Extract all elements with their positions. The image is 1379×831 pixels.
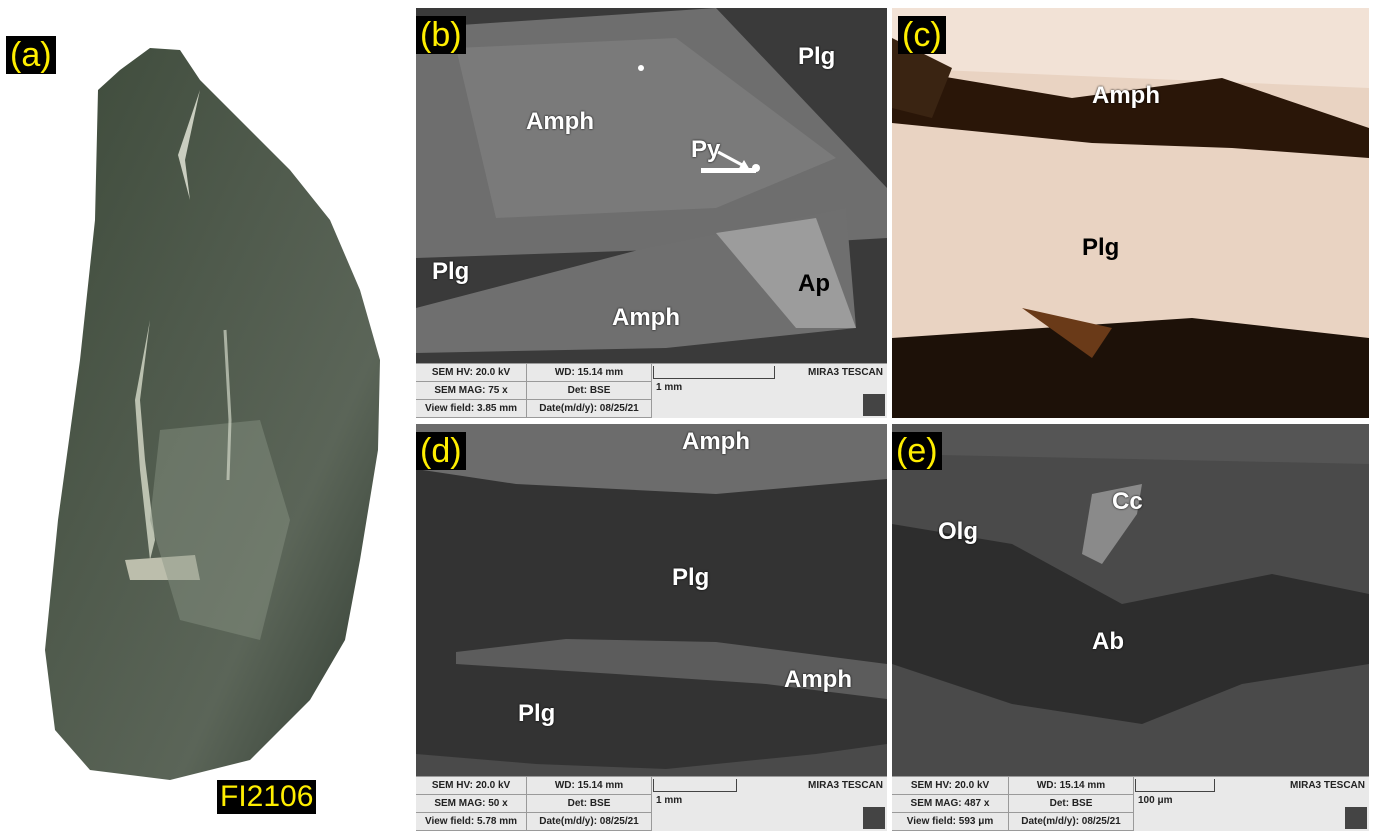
tescan-logo-icon [863, 807, 885, 829]
mineral-label-amph: Amph [1092, 82, 1160, 109]
mineral-label-plg: Plg [518, 700, 556, 727]
sem-info-bar: SEM HV: 20.0 kV WD: 15.14 mm SEM MAG: 50… [416, 776, 887, 831]
panel-b: (b) Plg Amph Py Plg Ap Amph SEM HV: 20.0… [416, 8, 887, 418]
tescan-logo-icon [863, 394, 885, 416]
panel-b-label: (b) [416, 16, 466, 54]
panel-d: (d) Amph Plg Amph Plg SEM HV: 20.0 kV WD… [416, 424, 887, 831]
sem-wd: WD: 15.14 mm [527, 364, 652, 382]
panel-c-optical-image [892, 8, 1369, 418]
panel-b-bse-image [416, 8, 887, 418]
mineral-label-plg: Plg [672, 564, 710, 591]
scale-bar-label: 1 mm [656, 382, 683, 393]
panel-a-label: (a) [6, 36, 56, 74]
scale-bar-label: 1 mm [656, 795, 683, 806]
sem-det: Det: BSE [1009, 795, 1134, 813]
sem-hv: SEM HV: 20.0 kV [416, 364, 527, 382]
rock-specimen-image [45, 48, 380, 780]
mineral-label-cc: Cc [1112, 488, 1143, 515]
mineral-label-amph: Amph [784, 666, 852, 693]
sem-mag: SEM MAG: 487 x [892, 795, 1009, 813]
panel-e-bse-image [892, 424, 1369, 831]
panel-e-label: (e) [892, 432, 942, 470]
panel-c: (c) Amph Plg [892, 8, 1369, 418]
sem-info-bar: SEM HV: 20.0 kV WD: 15.14 mm SEM MAG: 48… [892, 776, 1369, 831]
tescan-logo-icon [1345, 807, 1367, 829]
sample-id-label: FI2106 [217, 780, 317, 814]
scale-bar [653, 366, 775, 379]
sem-date: Date(m/d/y): 08/25/21 [1009, 813, 1134, 831]
sem-mag: SEM MAG: 50 x [416, 795, 527, 813]
sem-view-field: View field: 593 μm [892, 813, 1009, 831]
scale-bar-label: 100 μm [1138, 795, 1173, 806]
panel-d-label: (d) [416, 432, 466, 470]
mineral-label-ab: Ab [1092, 628, 1124, 655]
sem-hv: SEM HV: 20.0 kV [416, 777, 527, 795]
sem-view-field: View field: 3.85 mm [416, 400, 527, 418]
panel-c-label: (c) [898, 16, 946, 54]
mineral-label-plg: Plg [432, 258, 470, 285]
sem-info-bar: SEM HV: 20.0 kV WD: 15.14 mm SEM MAG: 75… [416, 363, 887, 418]
sem-mag: SEM MAG: 75 x [416, 382, 527, 400]
microscope-brand: MIRA3 TESCAN [1289, 780, 1365, 791]
mineral-label-amph: Amph [526, 108, 594, 135]
mineral-label-ap: Ap [798, 270, 830, 297]
sem-wd: WD: 15.14 mm [1009, 777, 1134, 795]
sem-wd: WD: 15.14 mm [527, 777, 652, 795]
sem-det: Det: BSE [527, 795, 652, 813]
panel-d-bse-image [416, 424, 887, 831]
mineral-label-olg: Olg [938, 518, 978, 545]
microscope-brand: MIRA3 TESCAN [807, 367, 883, 378]
scale-bar [1135, 779, 1215, 792]
mineral-label-py: Py [691, 136, 721, 163]
sem-hv: SEM HV: 20.0 kV [892, 777, 1009, 795]
mineral-label-plg: Plg [1082, 234, 1120, 261]
sem-view-field: View field: 5.78 mm [416, 813, 527, 831]
microscope-brand: MIRA3 TESCAN [807, 780, 883, 791]
panel-a: (a) [0, 0, 410, 831]
pyrite-arrow-icon [717, 150, 750, 170]
scale-bar [653, 779, 737, 792]
mineral-label-amph: Amph [612, 304, 680, 331]
panel-e: (e) Olg Cc Ab SEM HV: 20.0 kV WD: 15.14 … [892, 424, 1369, 831]
sem-date: Date(m/d/y): 08/25/21 [527, 400, 652, 418]
mineral-label-amph: Amph [682, 428, 750, 455]
sem-date: Date(m/d/y): 08/25/21 [527, 813, 652, 831]
sem-det: Det: BSE [527, 382, 652, 400]
mineral-label-plg: Plg [798, 43, 836, 70]
